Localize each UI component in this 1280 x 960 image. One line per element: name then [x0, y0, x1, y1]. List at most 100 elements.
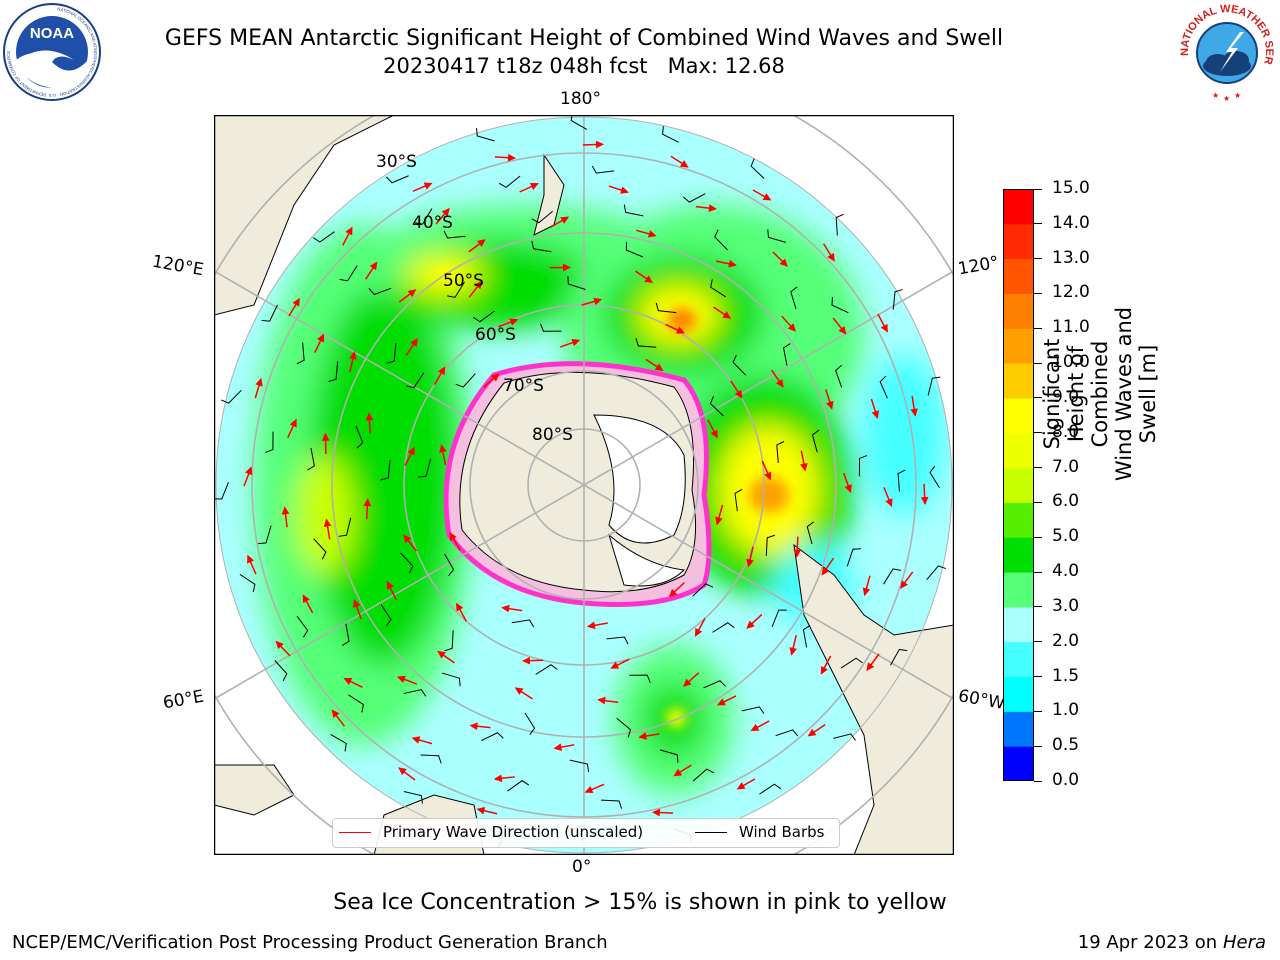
wind-barb	[659, 749, 679, 763]
wave-direction-arrowhead	[862, 587, 871, 597]
wave-direction-arrowhead	[331, 709, 340, 719]
wave-direction-arrowhead	[323, 518, 332, 528]
colorbar-tick-label: 0.0	[1052, 770, 1080, 790]
colorbar-tick-label: 9.0	[1052, 386, 1080, 407]
colorbar-segment	[1003, 363, 1034, 399]
wind-barb	[629, 674, 651, 683]
wind-barb	[386, 343, 397, 364]
wave-direction-arrowhead	[474, 280, 483, 290]
wave-direction-arrowhead	[764, 471, 772, 481]
wave-direction-arrowhead	[827, 252, 835, 262]
wave-direction-arrowhead	[509, 318, 519, 326]
wind-barb	[858, 455, 868, 477]
wind-barb	[591, 165, 615, 174]
wind-barb	[929, 465, 940, 489]
wind-barb	[883, 568, 901, 585]
wind-barb	[709, 395, 724, 417]
colorbar-tick-mark	[1034, 362, 1042, 364]
wave-direction-arrowhead	[728, 260, 737, 268]
wind-barb	[296, 342, 305, 365]
wave-direction-arrowhead	[871, 410, 880, 420]
colorbar-tick-mark	[1034, 432, 1042, 434]
wave-direction-arrowhead	[694, 628, 703, 637]
colorbar-tick-mark	[1034, 501, 1042, 503]
lat-label-30s: 30°S	[376, 152, 417, 172]
wave-direction-arrowhead	[597, 696, 606, 705]
wind-barb	[498, 175, 521, 188]
colorbar-segment	[1003, 223, 1034, 260]
wind-barb	[806, 521, 814, 545]
wind-barb	[840, 657, 863, 669]
wave-direction-arrowhead	[651, 808, 661, 817]
wave-direction-arrowhead	[900, 580, 908, 589]
wave-direction-arrows	[243, 140, 929, 834]
wind-barb	[406, 372, 425, 389]
wave-direction-arrowhead	[644, 275, 653, 284]
colorbar-tick-label: 1.5	[1052, 665, 1080, 686]
wind-barb	[775, 729, 799, 737]
colorbar-label-line1: Significant Height of Combined	[1040, 338, 1112, 450]
graticule	[214, 115, 954, 855]
wave-direction-arrowhead	[826, 400, 834, 410]
wave-direction-arrowhead	[437, 366, 446, 376]
colorbar-segment	[1003, 606, 1034, 643]
wave-direction-arrowhead	[746, 558, 754, 568]
wave-direction-arrowhead	[289, 418, 297, 428]
wind-barb	[368, 287, 392, 296]
wave-direction-arrowhead	[507, 153, 516, 162]
wind-barb	[265, 431, 274, 453]
wave-direction-arrowhead	[654, 363, 664, 372]
wave-direction-arrowhead	[838, 325, 847, 335]
wave-direction-arrowhead	[708, 204, 717, 212]
wind-barb	[750, 158, 765, 179]
colorbar-segment	[1003, 572, 1034, 608]
wind-barb	[341, 623, 350, 646]
lon-label-upper-right: 120°	[956, 252, 1001, 280]
wave-direction-arrowhead	[317, 333, 324, 343]
wave-direction-arrowhead	[302, 594, 310, 604]
wave-direction-arrowhead	[281, 506, 290, 515]
wind-barb	[710, 279, 727, 298]
wave-direction-legend-line	[339, 832, 371, 833]
wave-direction-arrowhead	[353, 599, 361, 608]
colorbar-tick-label: 7.0	[1052, 456, 1080, 477]
footer-branch: NCEP/EMC/Verification Post Processing Pr…	[12, 932, 608, 953]
colorbar-tick-mark	[1034, 606, 1042, 608]
svg-text:★: ★	[1212, 91, 1219, 100]
wave-direction-arrowhead	[668, 588, 678, 598]
colorbar-tick-label: 4.0	[1052, 561, 1080, 582]
colorbar-segment	[1003, 502, 1034, 538]
wave-direction-arrowhead	[529, 182, 539, 190]
wind-barb	[692, 583, 714, 597]
wind-barb	[507, 780, 530, 792]
wave-direction-arrowhead	[275, 640, 284, 650]
wind-barb	[782, 343, 791, 366]
wind-barb	[811, 429, 820, 453]
wave-direction-arrowhead	[245, 466, 253, 476]
wind-barb	[535, 664, 558, 675]
wind-barb	[258, 525, 272, 545]
wind-barb	[472, 310, 495, 323]
wave-direction-arrowhead	[717, 698, 726, 706]
wave-direction-arrowhead	[349, 351, 357, 360]
colorbar-tick-label: 14.0	[1052, 212, 1090, 233]
colorbar-tick-label: 1.0	[1052, 700, 1080, 721]
wave-direction-arrowhead	[595, 140, 604, 149]
wave-direction-arrowhead	[386, 580, 394, 590]
wind-barb	[771, 609, 787, 627]
lon-label-lower-left: 60°E	[161, 686, 206, 714]
wave-direction-arrowhead	[789, 647, 797, 656]
colorbar-label: Significant Height of Combined Wind Wave…	[1040, 304, 1160, 484]
colorbar-tick-mark	[1034, 467, 1042, 469]
wave-direction-arrowhead	[710, 429, 718, 439]
wave-direction-arrowhead	[586, 621, 596, 630]
colorbar-tick-mark	[1034, 258, 1042, 260]
lon-label-bottom: 0°	[572, 857, 592, 877]
noaa-logo: NOAA NATIONAL OCEANIC AND ATMOSPHERIC AD…	[3, 3, 101, 101]
wave-direction-arrowhead	[398, 767, 407, 776]
noaa-logo-text: NOAA	[30, 25, 74, 42]
wave-direction-arrowhead	[363, 498, 372, 507]
wave-direction-arrowhead	[679, 160, 689, 168]
colorbar-segment	[1003, 467, 1034, 503]
wind-barb	[414, 208, 433, 225]
